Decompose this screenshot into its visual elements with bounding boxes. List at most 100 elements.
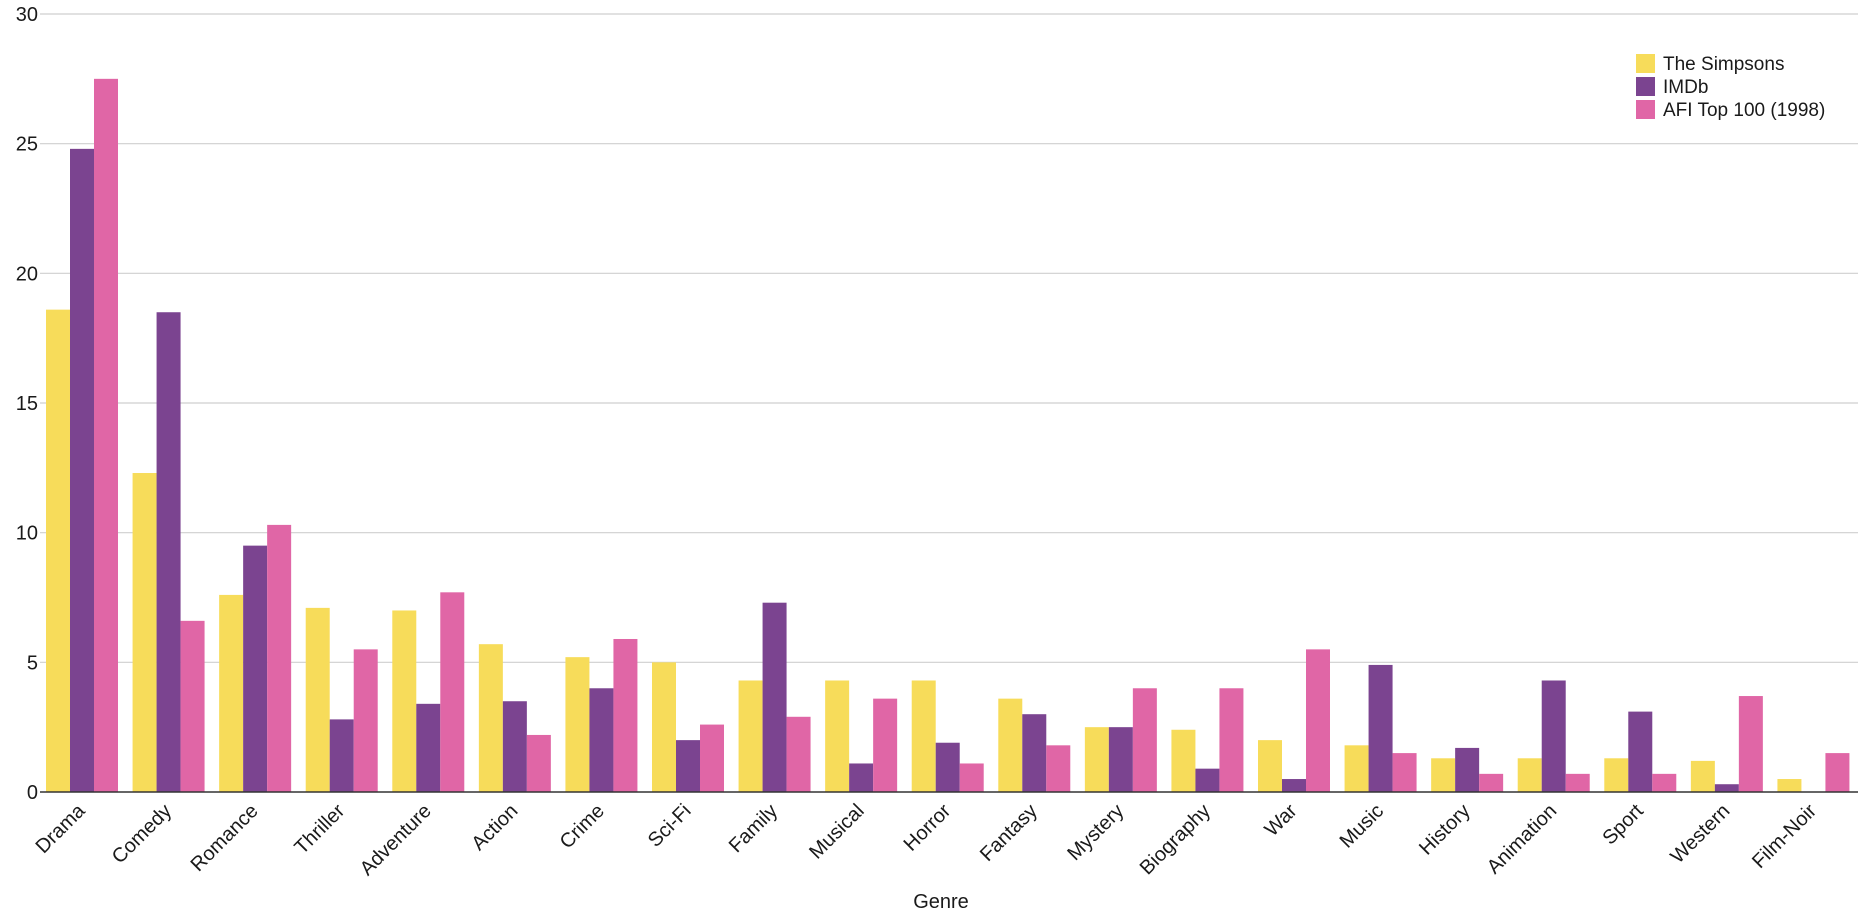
bar <box>156 312 181 792</box>
x-tick-label: Biography <box>1136 800 1215 879</box>
bar <box>1541 680 1566 792</box>
bar <box>416 703 441 792</box>
bar <box>502 701 527 792</box>
bar <box>1479 773 1504 792</box>
y-tick-label: 10 <box>16 523 38 545</box>
y-tick-label: 20 <box>16 263 38 285</box>
bar <box>219 594 244 792</box>
bars <box>46 78 1850 793</box>
x-tick-label: Drama <box>32 799 91 858</box>
bar <box>1455 747 1480 792</box>
y-tick-label: 30 <box>16 4 38 26</box>
x-tick-label: Action <box>468 800 523 855</box>
bar <box>1022 714 1047 792</box>
bar <box>305 607 330 792</box>
bar <box>998 698 1023 792</box>
bar <box>786 716 811 792</box>
bar <box>762 602 787 792</box>
x-axis-title: Genre <box>913 891 969 913</box>
x-tick-label: Comedy <box>108 800 176 868</box>
x-tick-label: Animation <box>1483 800 1561 878</box>
bar <box>353 649 378 792</box>
bar <box>329 719 354 792</box>
bar <box>911 680 936 792</box>
bar <box>440 592 465 792</box>
bar <box>1392 753 1417 792</box>
bar <box>959 763 984 792</box>
gridlines <box>40 13 1858 663</box>
x-tick-label: Musical <box>805 800 868 863</box>
x-tick-label: Sci-Fi <box>644 800 696 852</box>
legend-swatch <box>1636 54 1655 73</box>
bar <box>94 78 118 793</box>
x-tick-label: Horror <box>900 800 956 856</box>
bar <box>1108 727 1133 792</box>
bar <box>1132 688 1157 792</box>
x-tick-label: Thriller <box>290 800 349 859</box>
bar <box>1368 664 1393 792</box>
x-tick-label: Family <box>725 800 782 857</box>
bar <box>1690 760 1715 792</box>
x-tick-label: Sport <box>1598 800 1648 850</box>
bar <box>1604 758 1629 792</box>
legend-swatch <box>1636 100 1655 119</box>
x-tick-label: Crime <box>556 800 609 853</box>
bar <box>825 680 850 792</box>
bar <box>700 724 724 792</box>
y-tick-label: 25 <box>16 134 38 156</box>
bar <box>1628 711 1653 792</box>
x-tick-label: Film-Noir <box>1748 800 1821 873</box>
bar <box>46 309 70 792</box>
bar <box>1306 649 1330 792</box>
x-tick-label: War <box>1261 800 1302 841</box>
bar <box>1565 773 1590 792</box>
legend-label: AFI Top 100 (1998) <box>1663 100 1825 121</box>
bar <box>1195 768 1220 792</box>
bar <box>589 688 614 792</box>
x-tick-label: Fantasy <box>976 800 1042 866</box>
bar <box>1258 740 1282 792</box>
bar <box>1171 729 1196 792</box>
bar <box>526 734 551 792</box>
x-tick-label: Music <box>1336 800 1388 852</box>
y-tick-label: 5 <box>27 652 38 674</box>
legend-swatch <box>1636 77 1655 96</box>
bar <box>1825 753 1850 792</box>
bar <box>1282 779 1306 792</box>
bar <box>132 473 157 792</box>
bar <box>1046 745 1071 792</box>
legend-label: The Simpsons <box>1663 54 1784 75</box>
bar <box>1084 727 1109 792</box>
bar <box>652 662 676 792</box>
x-tick-label: History <box>1415 800 1475 860</box>
bar <box>738 680 763 792</box>
bar <box>1652 773 1677 792</box>
bar <box>478 644 503 792</box>
x-tick-label: Mystery <box>1063 800 1128 865</box>
bar <box>1344 745 1369 792</box>
x-tick-label: Adventure <box>356 800 436 880</box>
bar <box>613 638 638 792</box>
bar <box>267 524 292 792</box>
bar <box>243 545 268 792</box>
bar <box>180 620 205 792</box>
bar <box>1431 758 1456 792</box>
bar <box>392 610 417 792</box>
bar <box>1714 784 1739 792</box>
legend-label: IMDb <box>1663 77 1708 98</box>
y-tick-label: 0 <box>27 782 38 804</box>
y-tick-label: 15 <box>16 393 38 415</box>
bar <box>1777 779 1802 792</box>
bar <box>1517 758 1542 792</box>
bar <box>565 657 590 792</box>
bar <box>873 698 898 792</box>
x-tick-label: Western <box>1666 800 1734 868</box>
bar <box>1738 696 1763 792</box>
bar <box>935 742 960 792</box>
x-tick-label: Romance <box>187 800 263 876</box>
bar <box>70 148 94 792</box>
bar <box>1219 688 1244 792</box>
